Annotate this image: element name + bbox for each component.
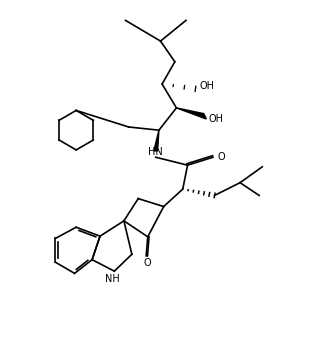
- Text: O: O: [143, 258, 151, 268]
- Text: HN: HN: [148, 147, 163, 157]
- Text: NH: NH: [105, 274, 120, 284]
- Polygon shape: [177, 108, 206, 119]
- Text: O: O: [217, 151, 225, 162]
- Text: OH: OH: [209, 114, 224, 124]
- Text: OH: OH: [199, 81, 214, 90]
- Polygon shape: [154, 130, 159, 151]
